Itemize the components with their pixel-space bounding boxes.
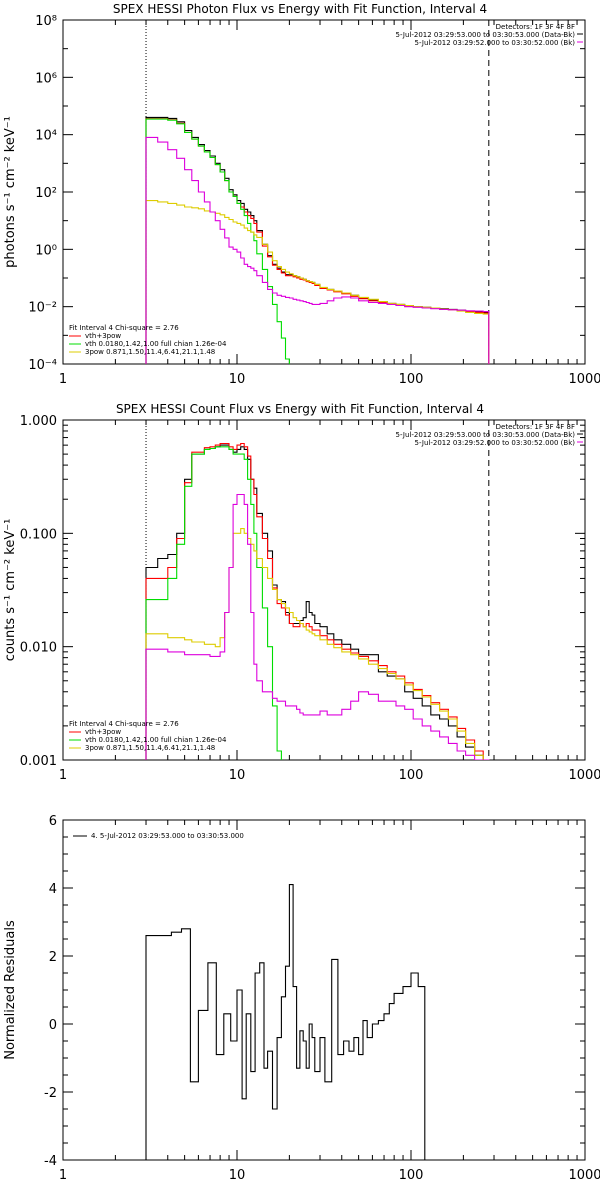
x-tick-label: 100 [399, 372, 424, 387]
y-tick-label: -4 [44, 1154, 57, 1169]
y-tick-label: 10⁴ [35, 129, 57, 144]
series-line-4 [145, 136, 490, 364]
chart-panel-1: SPEX HESSI Photon Flux vs Energy with Fi… [3, 2, 600, 387]
legend-fit-item: vth+3pow [85, 332, 121, 340]
y-tick-label: 1.000 [20, 414, 57, 429]
chart-panel-3: 1 10 100 1000 -4 -2 0 2 4 6 Normalized Residuals 4.… [3, 814, 600, 1183]
series-line-4 [145, 493, 490, 760]
y-axis-label: photons s⁻¹ cm⁻² keV⁻¹ [3, 116, 18, 268]
x-tick-label: 100 [399, 1168, 424, 1183]
series-group [145, 442, 490, 760]
x-tick-label: 100 [399, 768, 424, 783]
y-tick-label: 10⁰ [35, 243, 57, 258]
y-tick-label: -2 [44, 1086, 57, 1101]
y-tick-label: 10⁶ [35, 71, 57, 86]
chart-title: SPEX HESSI Photon Flux vs Energy with Fi… [113, 2, 487, 16]
legend-fit-item: 3pow 0.871,1.50,11.4,6.41,21.1,1.48 [85, 744, 215, 752]
series-line-0 [145, 444, 490, 760]
legend-fit-item: 3pow 0.871,1.50,11.4,6.41,21.1,1.48 [85, 348, 215, 356]
series-line-0 [145, 884, 426, 1160]
plot-frame [62, 19, 586, 365]
legend-residual-text: 4. 5-Jul-2012 03:29:53.000 to 03:30:53.0… [91, 832, 244, 840]
legend-top-right-line: 5-Jul-2012 03:29:52.000 to 03:30:52.000 … [415, 439, 576, 447]
series-line-2 [145, 446, 282, 760]
y-tick-label: 0.010 [20, 641, 57, 656]
legend-top-right-line: 5-Jul-2012 03:29:53.000 to 03:30:53.000 … [396, 31, 576, 39]
legend-fit-header: Fit Interval 4 Chi-square = 2.76 [69, 720, 179, 728]
series-group [145, 884, 426, 1160]
x-tick-label: 10 [229, 768, 246, 783]
y-tick-label: 10⁻² [28, 301, 57, 316]
legend-top-right-line: 5-Jul-2012 03:29:52.000 to 03:30:52.000 … [415, 39, 576, 47]
plot-frame [62, 419, 586, 761]
x-tick-label: 10 [229, 372, 246, 387]
legend-top-right-line: Detectors: 1F 3F 4F 8F [496, 423, 575, 431]
series-group [145, 116, 490, 364]
legend-fit-item: vth 0.0180,1.42,1.00 full chian 1.26e-04 [85, 340, 227, 348]
y-tick-label: 10⁻⁴ [28, 358, 57, 373]
x-tick-label: 1 [59, 768, 67, 783]
x-tick-label: 10 [229, 1168, 246, 1183]
y-tick-label: 2 [49, 950, 57, 965]
y-tick-label: 0 [49, 1018, 57, 1033]
series-line-2 [145, 118, 290, 364]
y-tick-label: 0.100 [20, 527, 57, 542]
x-tick-label: 1 [59, 372, 67, 387]
y-tick-label: 0.001 [20, 754, 57, 769]
legend-fit-item: vth 0.0180,1.42,1.00 full chian 1.26e-04 [85, 736, 227, 744]
y-axis-label: counts s⁻¹ cm⁻² keV⁻¹ [3, 519, 18, 662]
series-line-1 [145, 442, 490, 760]
x-tick-label: 1000 [568, 768, 600, 783]
legend-top-right-line: 5-Jul-2012 03:29:53.000 to 03:30:53.000 … [396, 431, 576, 439]
y-tick-label: 4 [49, 882, 57, 897]
chart-title: SPEX HESSI Count Flux vs Energy with Fit… [116, 402, 484, 416]
x-tick-label: 1000 [568, 1168, 600, 1183]
series-line-3 [145, 200, 490, 364]
x-tick-label: 1000 [568, 372, 600, 387]
y-tick-label: 10² [35, 186, 57, 201]
legend-top-right-line: Detectors: 1F 3F 4F 8F [496, 23, 575, 31]
y-tick-label-top: 10⁸ [35, 14, 57, 29]
legend-fit-item: vth+3pow [85, 728, 121, 736]
y-tick-label: 6 [49, 814, 57, 829]
plot-frame [62, 819, 586, 1161]
chart-panel-2: SPEX HESSI Count Flux vs Energy with Fit… [3, 402, 600, 783]
legend-fit-header: Fit Interval 4 Chi-square = 2.76 [69, 324, 179, 332]
x-tick-label: 1 [59, 1168, 67, 1183]
y-axis-label: Normalized Residuals [3, 920, 18, 1060]
